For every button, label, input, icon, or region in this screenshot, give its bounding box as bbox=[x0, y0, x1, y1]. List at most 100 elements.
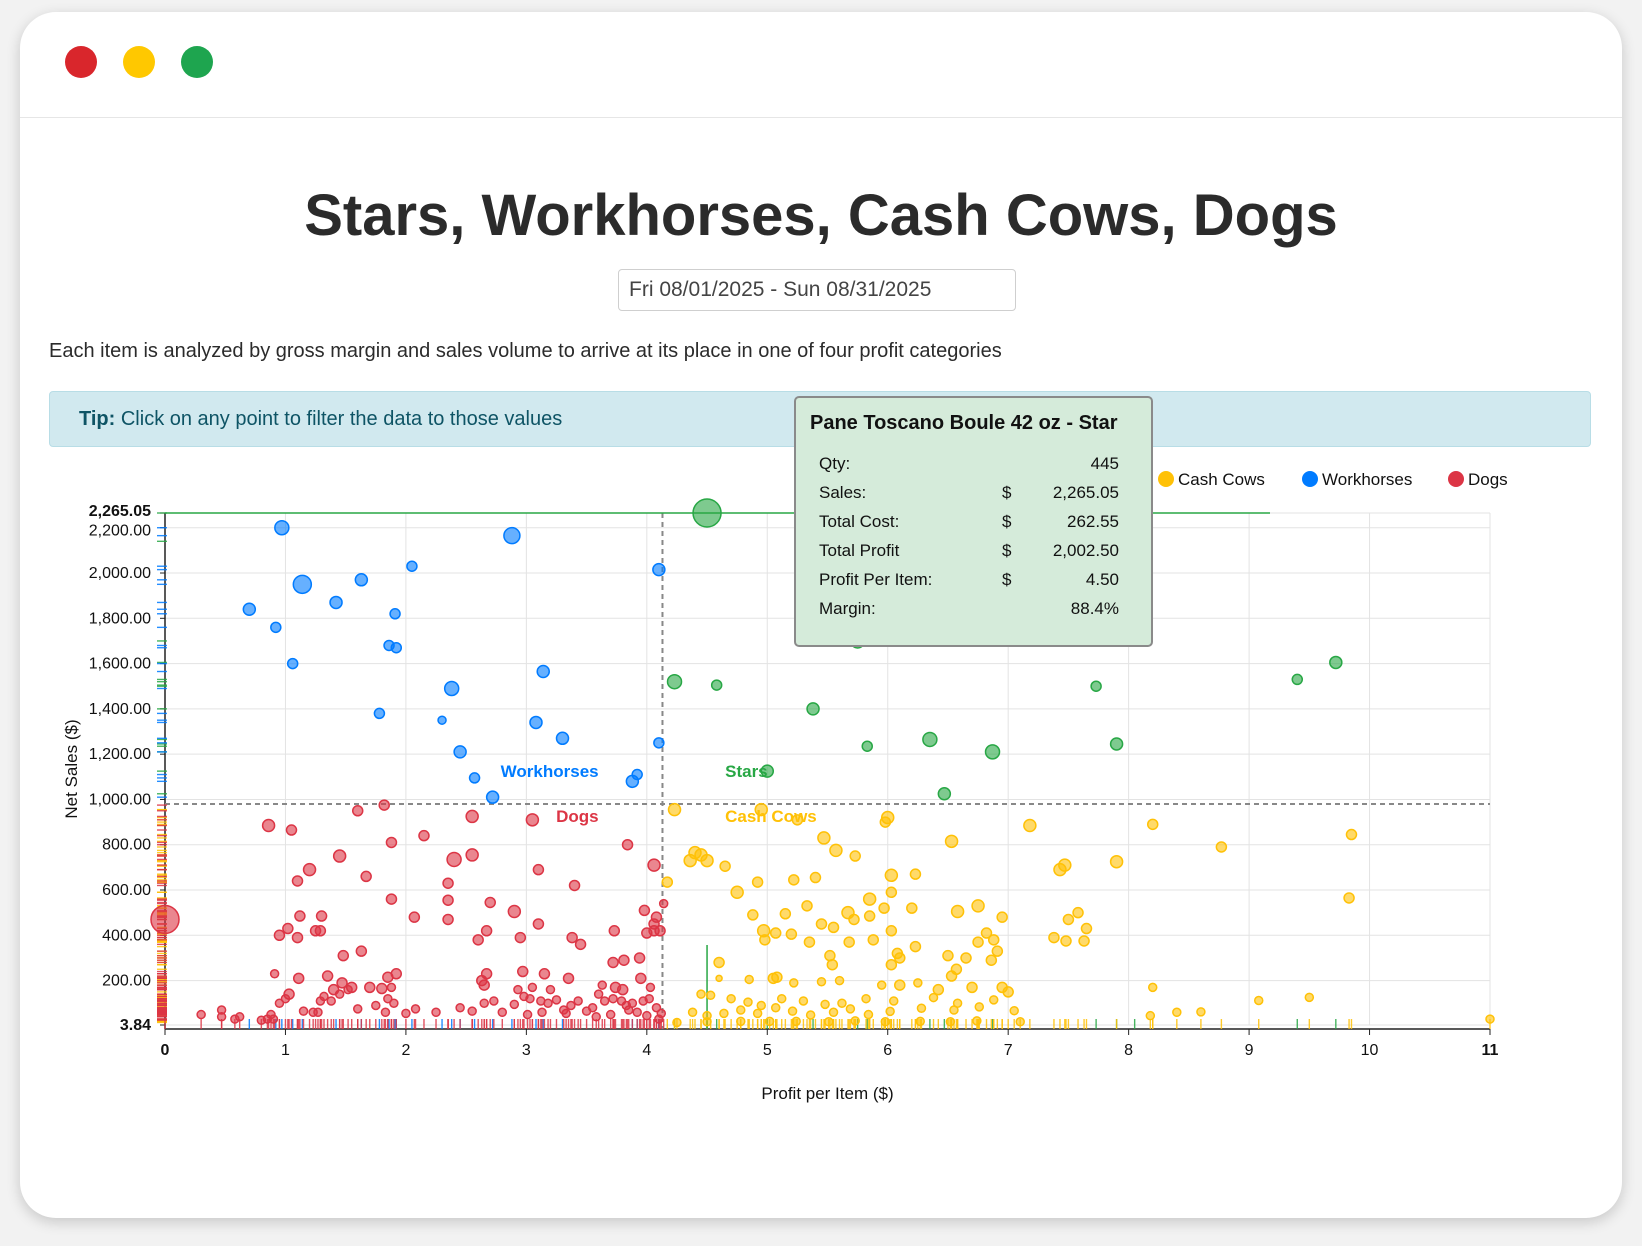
cash_cows-data-point[interactable] bbox=[966, 981, 978, 994]
cash_cows-data-point[interactable] bbox=[803, 936, 816, 948]
stars-data-point[interactable] bbox=[806, 702, 820, 716]
stars-data-point[interactable] bbox=[937, 787, 952, 801]
cash_cows-data-point[interactable] bbox=[816, 976, 827, 987]
cash_cows-data-point[interactable] bbox=[972, 936, 984, 948]
dogs-data-point[interactable] bbox=[319, 991, 329, 1002]
cash_cows-data-point[interactable] bbox=[894, 952, 906, 964]
dogs-data-point[interactable] bbox=[334, 989, 345, 999]
cash_cows-data-point[interactable] bbox=[696, 989, 706, 999]
dogs-data-point[interactable] bbox=[616, 983, 629, 996]
dogs-data-point[interactable] bbox=[376, 982, 388, 995]
cash_cows-data-point[interactable] bbox=[747, 909, 759, 921]
dogs-data-point[interactable] bbox=[364, 981, 376, 994]
cash_cows-data-point[interactable] bbox=[798, 996, 809, 1006]
dogs-data-point[interactable] bbox=[274, 998, 285, 1008]
cash_cows-data-point[interactable] bbox=[885, 886, 898, 899]
dogs-data-point[interactable] bbox=[442, 894, 454, 906]
cash_cows-data-point[interactable] bbox=[1196, 1007, 1206, 1017]
stars-data-point[interactable] bbox=[1090, 680, 1102, 692]
dogs-data-point[interactable] bbox=[389, 998, 399, 1008]
cash_cows-data-point[interactable] bbox=[785, 928, 798, 940]
dogs-data-point[interactable] bbox=[291, 931, 304, 944]
dogs-data-point[interactable] bbox=[273, 929, 286, 942]
cash_cows-data-point[interactable] bbox=[834, 975, 845, 986]
cash_cows-data-point[interactable] bbox=[1147, 982, 1158, 993]
stars-data-point[interactable] bbox=[1109, 737, 1124, 751]
stars-data-point[interactable] bbox=[760, 764, 775, 778]
dogs-data-point[interactable] bbox=[479, 998, 489, 1008]
dogs-data-point[interactable] bbox=[517, 965, 529, 978]
dogs-data-point[interactable] bbox=[431, 1007, 441, 1018]
dogs-data-point[interactable] bbox=[291, 875, 304, 887]
dogs-data-point[interactable] bbox=[455, 1003, 465, 1013]
cash_cows-data-point[interactable] bbox=[743, 997, 753, 1007]
workhorses-data-point[interactable] bbox=[555, 731, 570, 746]
dogs-data-point[interactable] bbox=[647, 858, 661, 872]
cash_cows-data-point[interactable] bbox=[754, 802, 768, 817]
cash_cows-data-point[interactable] bbox=[945, 1017, 956, 1027]
dogs-data-point[interactable] bbox=[522, 1009, 533, 1020]
dogs-data-point[interactable] bbox=[642, 1010, 652, 1021]
cash_cows-data-point[interactable] bbox=[863, 1009, 874, 1020]
dogs-data-point[interactable] bbox=[645, 982, 656, 993]
cash_cows-data-point[interactable] bbox=[700, 853, 714, 868]
dogs-data-point[interactable] bbox=[385, 893, 398, 905]
dogs-data-point[interactable] bbox=[234, 1012, 245, 1022]
cash_cows-data-point[interactable] bbox=[809, 871, 822, 884]
cash_cows-data-point[interactable] bbox=[1485, 1014, 1495, 1024]
cash_cows-data-point[interactable] bbox=[769, 927, 782, 939]
cash_cows-data-point[interactable] bbox=[928, 992, 939, 1003]
cash_cows-data-point[interactable] bbox=[715, 974, 723, 983]
cash_cows-data-point[interactable] bbox=[1253, 995, 1264, 1006]
cash_cows-data-point[interactable] bbox=[913, 978, 923, 988]
dogs-data-point[interactable] bbox=[514, 931, 527, 944]
dogs-data-point[interactable] bbox=[292, 972, 305, 985]
cash_cows-data-point[interactable] bbox=[932, 983, 945, 996]
cash_cows-data-point[interactable] bbox=[1015, 1017, 1025, 1027]
dogs-data-point[interactable] bbox=[591, 1012, 601, 1022]
cash_cows-data-point[interactable] bbox=[849, 850, 861, 862]
workhorses-data-point[interactable] bbox=[437, 715, 447, 725]
dogs-data-point[interactable] bbox=[532, 918, 545, 930]
dogs-data-point[interactable] bbox=[532, 863, 545, 876]
legend-marker-cash_cows[interactable] bbox=[1158, 471, 1174, 487]
cash_cows-data-point[interactable] bbox=[736, 1005, 746, 1015]
cash_cows-data-point[interactable] bbox=[779, 908, 792, 920]
workhorses-data-point[interactable] bbox=[329, 595, 343, 610]
cash_cows-data-point[interactable] bbox=[876, 980, 887, 990]
cash_cows-data-point[interactable] bbox=[942, 949, 954, 962]
cash_cows-data-point[interactable] bbox=[950, 904, 965, 919]
cash_cows-data-point[interactable] bbox=[909, 940, 922, 953]
dogs-data-point[interactable] bbox=[196, 1009, 206, 1020]
dogs-data-point[interactable] bbox=[351, 805, 364, 817]
dogs-data-point[interactable] bbox=[298, 1006, 309, 1016]
cash_cows-data-point[interactable] bbox=[944, 834, 959, 849]
cash_cows-data-point[interactable] bbox=[971, 899, 985, 913]
cash_cows-data-point[interactable] bbox=[1304, 992, 1315, 1003]
dogs-data-point[interactable] bbox=[509, 999, 520, 1010]
dogs-data-point[interactable] bbox=[618, 954, 630, 966]
workhorses-data-point[interactable] bbox=[529, 715, 543, 730]
workhorses-data-point[interactable] bbox=[286, 657, 299, 670]
dogs-data-point[interactable] bbox=[478, 979, 490, 991]
dogs-data-point[interactable] bbox=[294, 910, 306, 922]
cash_cows-data-point[interactable] bbox=[829, 843, 843, 858]
stars-data-point[interactable] bbox=[710, 679, 723, 691]
dogs-data-point[interactable] bbox=[216, 1012, 227, 1022]
dogs-data-point[interactable] bbox=[608, 925, 621, 937]
cash_cows-data-point[interactable] bbox=[1146, 818, 1159, 831]
cash_cows-data-point[interactable] bbox=[878, 902, 890, 914]
dogs-data-point[interactable] bbox=[632, 1007, 642, 1018]
dogs-data-point[interactable] bbox=[378, 799, 390, 811]
dogs-data-point[interactable] bbox=[633, 952, 646, 964]
dogs-data-point[interactable] bbox=[574, 938, 587, 951]
cash_cows-data-point[interactable] bbox=[1345, 828, 1358, 841]
cash_cows-data-point[interactable] bbox=[661, 876, 674, 888]
cash_cows-data-point[interactable] bbox=[827, 921, 840, 934]
stars-data-point[interactable] bbox=[1329, 655, 1343, 670]
cash_cows-data-point[interactable] bbox=[987, 934, 1000, 946]
dogs-data-point[interactable] bbox=[644, 993, 654, 1004]
dogs-data-point[interactable] bbox=[418, 829, 430, 842]
cash_cows-data-point[interactable] bbox=[1009, 1005, 1019, 1016]
dogs-data-point[interactable] bbox=[280, 993, 291, 1004]
